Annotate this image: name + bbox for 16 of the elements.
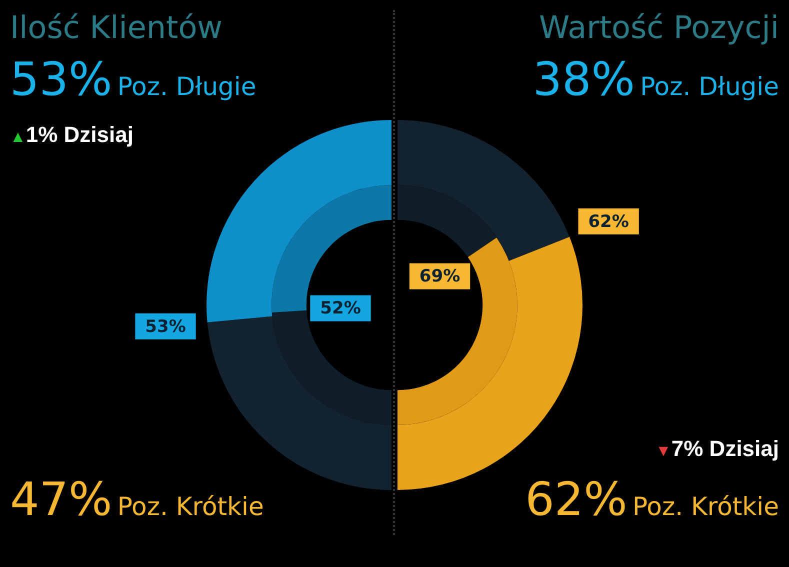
text: ▼7% Dzisiaj bbox=[656, 436, 779, 462]
text: ▲1% Dzisiaj bbox=[10, 122, 134, 148]
slice-label: Poz. Długie bbox=[640, 72, 779, 101]
chart-title: Ilość Klientów bbox=[10, 10, 223, 46]
text: 62% bbox=[525, 472, 628, 526]
text: 38% bbox=[532, 52, 635, 106]
text: 53% bbox=[10, 52, 112, 106]
slice-label: Poz. Długie bbox=[117, 72, 256, 101]
slice-label: Poz. Krótkie bbox=[632, 492, 779, 521]
text: 47% bbox=[10, 472, 112, 526]
data-label: 52% bbox=[320, 298, 361, 319]
data-label: 62% bbox=[588, 212, 629, 232]
slice-label: Poz. Krótkie bbox=[117, 492, 264, 521]
chart-title: Wartość Pozycji bbox=[538, 10, 779, 46]
data-label: 53% bbox=[145, 316, 186, 337]
data-label: 69% bbox=[419, 266, 460, 287]
